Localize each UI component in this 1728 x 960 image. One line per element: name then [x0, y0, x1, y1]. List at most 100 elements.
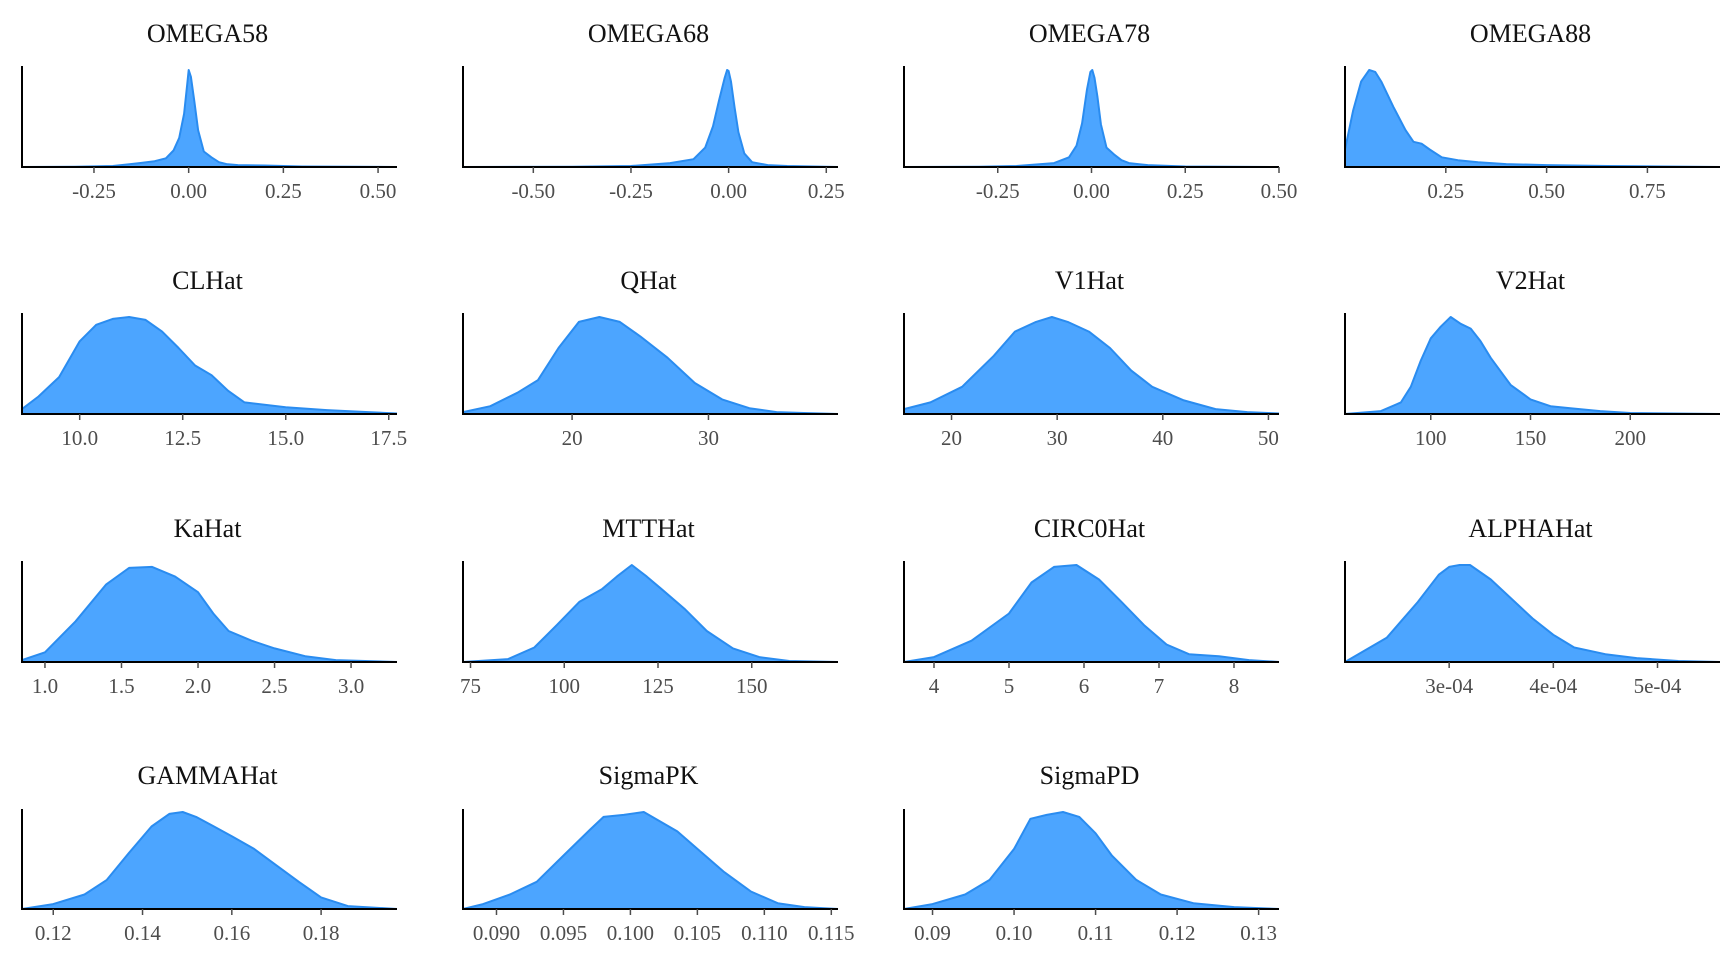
- x-tick-label: 0.75: [1629, 179, 1666, 203]
- x-tick-label: 0.110: [741, 921, 787, 945]
- x-tick-label: 2.5: [261, 674, 287, 698]
- x-tick-label: 15.0: [267, 426, 304, 450]
- density-panel: 20 30 QHat: [462, 266, 839, 450]
- x-tick-label: 4: [929, 674, 940, 698]
- panel-title: ALPHAHat: [1468, 514, 1593, 543]
- panel-title: OMEGA88: [1470, 19, 1591, 48]
- density-area: [22, 317, 397, 414]
- density-panel: 4 5 6 7 8 CIRC0Hat: [903, 514, 1280, 698]
- density-area: [904, 70, 1279, 167]
- x-tick-label: 0.12: [35, 921, 72, 945]
- density-panel: 0.25 0.50 0.75 OMEGA88: [1344, 19, 1721, 203]
- x-tick-label: 0.14: [124, 921, 161, 945]
- panel-title: OMEGA78: [1029, 19, 1150, 48]
- x-tick-label: 10.0: [61, 426, 98, 450]
- x-tick-label: 0.50: [360, 179, 397, 203]
- density-panel: -0.25 0.00 0.25 0.50 OMEGA58: [21, 19, 398, 203]
- x-tick-label: 1.5: [108, 674, 134, 698]
- x-tick-label: 30: [698, 426, 719, 450]
- density-curve: [1344, 316, 1721, 415]
- x-tick-label: 100: [549, 674, 581, 698]
- panel-title: OMEGA68: [588, 19, 709, 48]
- x-tick-label: 0.105: [674, 921, 721, 945]
- panel-title: V2Hat: [1496, 266, 1566, 295]
- density-curve: [903, 811, 1280, 910]
- density-curve: [21, 811, 398, 910]
- density-curve: [1344, 69, 1721, 168]
- x-tick-label: -0.25: [609, 179, 653, 203]
- panel-title: V1Hat: [1055, 266, 1125, 295]
- x-tick-label: 0.115: [808, 921, 854, 945]
- density-area: [463, 70, 838, 167]
- density-panel: 0.09 0.10 0.11 0.12 0.13 SigmaPD: [903, 761, 1280, 945]
- x-tick-label: 40: [1152, 426, 1173, 450]
- x-tick-label: 6: [1079, 674, 1090, 698]
- density-panel: -0.50 -0.25 0.00 0.25 OMEGA68: [462, 19, 845, 203]
- panel-title: SigmaPK: [599, 761, 699, 790]
- panel-title: MTTHat: [602, 514, 695, 543]
- density-panel: 10.0 12.5 15.0 17.5 CLHat: [21, 266, 407, 450]
- x-tick-label: 7: [1154, 674, 1165, 698]
- density-curve: [903, 69, 1280, 168]
- x-tick-label: 0.00: [170, 179, 207, 203]
- density-curve: [903, 564, 1280, 663]
- panel-title: CIRC0Hat: [1034, 514, 1146, 543]
- density-area: [463, 812, 838, 909]
- x-tick-label: 0.10: [996, 921, 1033, 945]
- density-panel: 0.12 0.14 0.16 0.18 GAMMAHat: [21, 761, 398, 945]
- x-tick-label: 4e-04: [1529, 674, 1577, 698]
- density-curve: [1344, 564, 1721, 663]
- x-tick-label: 125: [642, 674, 674, 698]
- density-panel: 3e-04 4e-04 5e-04 ALPHAHat: [1344, 514, 1721, 698]
- x-tick-label: 0.25: [265, 179, 302, 203]
- density-area: [463, 565, 838, 662]
- x-tick-label: 20: [941, 426, 962, 450]
- x-tick-label: 2.0: [185, 674, 211, 698]
- density-curve: [462, 69, 839, 168]
- density-area: [463, 317, 838, 414]
- panel-title: GAMMAHat: [137, 761, 278, 790]
- density-panel: 1.0 1.5 2.0 2.5 3.0 KaHat: [21, 514, 398, 698]
- x-tick-label: 0.18: [303, 921, 340, 945]
- x-tick-label: 0.09: [914, 921, 951, 945]
- x-tick-label: 0.25: [1427, 179, 1464, 203]
- x-tick-label: 20: [562, 426, 583, 450]
- density-curve: [462, 811, 839, 910]
- x-tick-label: 12.5: [164, 426, 201, 450]
- density-area: [1345, 317, 1720, 414]
- density-area: [22, 70, 397, 167]
- x-tick-label: 150: [736, 674, 768, 698]
- x-tick-label: 0.095: [540, 921, 587, 945]
- x-tick-label: 0.16: [213, 921, 250, 945]
- density-curve: [462, 564, 839, 663]
- x-tick-label: 30: [1047, 426, 1068, 450]
- x-tick-label: -0.25: [976, 179, 1020, 203]
- x-tick-label: 0.00: [710, 179, 747, 203]
- x-tick-label: 5: [1004, 674, 1015, 698]
- x-tick-label: 8: [1229, 674, 1240, 698]
- density-area: [904, 317, 1279, 414]
- x-tick-label: 0.12: [1159, 921, 1196, 945]
- density-panel: 100 150 200 V2Hat: [1344, 266, 1721, 450]
- density-area: [22, 566, 397, 662]
- density-area: [22, 812, 397, 909]
- x-tick-label: 0.50: [1261, 179, 1298, 203]
- x-tick-label: 100: [1415, 426, 1447, 450]
- x-tick-label: 0.25: [1167, 179, 1204, 203]
- x-tick-label: 50: [1258, 426, 1279, 450]
- x-tick-label: 150: [1515, 426, 1547, 450]
- x-tick-label: 0.50: [1528, 179, 1565, 203]
- density-panel: 75 100 125 150 MTTHat: [460, 514, 839, 698]
- density-curve: [21, 69, 398, 168]
- density-curve: [903, 316, 1280, 415]
- x-tick-label: 1.0: [32, 674, 58, 698]
- panel-title: QHat: [620, 266, 677, 295]
- density-area: [904, 565, 1279, 662]
- density-area: [904, 812, 1279, 909]
- x-tick-label: 0.25: [808, 179, 845, 203]
- x-tick-label: 3.0: [338, 674, 364, 698]
- x-tick-label: 17.5: [370, 426, 407, 450]
- panel-title: CLHat: [172, 266, 244, 295]
- density-curve: [21, 316, 398, 415]
